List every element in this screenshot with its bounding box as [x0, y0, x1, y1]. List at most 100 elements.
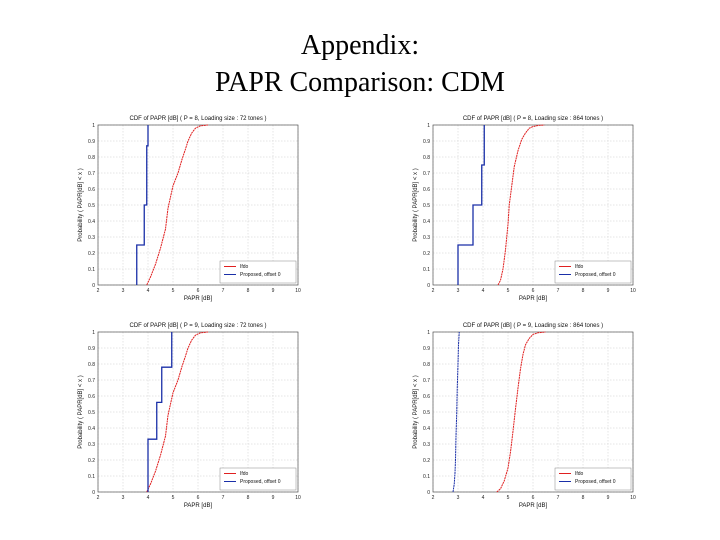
x-tick-label: 3 [122, 288, 125, 294]
x-tick-label: 5 [172, 288, 175, 294]
y-tick-label: 0.5 [423, 203, 430, 209]
y-tick-label: 0.8 [88, 155, 95, 161]
y-tick-label: 0.7 [88, 378, 95, 384]
y-tick-label: 0.3 [88, 442, 95, 448]
y-tick-label: 0 [92, 490, 95, 496]
chart-p8-72-tones: CDF of PAPR [dB] ( P = 8, Loading size :… [78, 116, 301, 302]
chart-title: CDF of PAPR [dB] ( P = 9, Loading size :… [463, 323, 603, 329]
y-axis-label: Probability ( PAPR[dB] < x ) [413, 168, 419, 241]
x-tick-label: 10 [630, 495, 636, 501]
x-axis-label: PAPR [dB] [184, 503, 213, 509]
x-tick-label: 2 [432, 495, 435, 501]
chart-panel-p8-72: CDF of PAPR [dB] ( P = 8, Loading size :… [70, 105, 330, 315]
slide-title-line-1: Appendix: [300, 30, 420, 61]
y-tick-label: 0.9 [88, 139, 95, 145]
x-tick-label: 9 [607, 288, 610, 294]
y-tick-label: 1 [427, 330, 430, 336]
y-axis-label: Probability ( PAPR[dB] < x ) [78, 168, 84, 241]
x-tick-label: 7 [557, 288, 560, 294]
x-tick-label: 8 [247, 288, 250, 294]
x-tick-label: 10 [630, 288, 636, 294]
y-tick-label: 0.3 [88, 235, 95, 241]
x-tick-label: 6 [532, 288, 535, 294]
y-tick-label: 0.2 [88, 251, 95, 257]
y-tick-label: 0.6 [88, 394, 95, 400]
y-tick-label: 0.2 [423, 251, 430, 257]
x-tick-label: 3 [122, 495, 125, 501]
x-tick-label: 4 [482, 288, 485, 294]
chart-title: CDF of PAPR [dB] ( P = 9, Loading size :… [129, 323, 266, 329]
legend: Ifdo Proposed, offset 0 [554, 467, 632, 491]
legend: Ifdo Proposed, offset 0 [219, 467, 297, 491]
x-tick-label: 9 [272, 288, 275, 294]
axes-frame [432, 331, 634, 493]
y-tick-label: 0.5 [88, 203, 95, 209]
y-axis-label: Probability ( PAPR[dB] < x ) [413, 375, 419, 448]
x-tick-label: 7 [222, 288, 225, 294]
legend: Ifdo Proposed, offset 0 [554, 260, 632, 284]
y-tick-label: 0.6 [423, 394, 430, 400]
chart-panel-p8-864: CDF of PAPR [dB] ( P = 8, Loading size :… [405, 105, 665, 315]
series-line-proposed [457, 125, 485, 285]
series-line-proposed [452, 331, 460, 493]
x-tick-label: 2 [97, 288, 100, 294]
x-tick-label: 9 [272, 495, 275, 501]
axes-frame [97, 124, 299, 286]
x-tick-label: 5 [507, 495, 510, 501]
y-tick-label: 0.1 [423, 474, 430, 480]
x-tick-label: 6 [197, 495, 200, 501]
axes-frame [432, 124, 634, 286]
y-tick-label: 0.9 [423, 346, 430, 352]
series-line-proposed [136, 125, 149, 285]
legend-entry: Ifdo [575, 471, 584, 477]
chart-panel-p9-72: CDF of PAPR [dB] ( P = 9, Loading size :… [70, 312, 330, 522]
y-tick-label: 0.7 [88, 171, 95, 177]
y-tick-label: 0.3 [423, 235, 430, 241]
x-tick-label: 5 [172, 495, 175, 501]
series-line-proposed [147, 332, 173, 492]
y-tick-label: 0.1 [88, 267, 95, 273]
y-tick-label: 0 [427, 283, 430, 289]
x-axis-label: PAPR [dB] [519, 503, 548, 509]
legend-entry: Proposed, offset 0 [240, 272, 281, 278]
legend-box [554, 467, 632, 491]
y-tick-label: 0.8 [423, 155, 430, 161]
x-tick-label: 3 [457, 495, 460, 501]
y-tick-label: 0.4 [88, 426, 95, 432]
y-tick-label: 0.6 [88, 187, 95, 193]
y-tick-label: 0.9 [423, 139, 430, 145]
y-tick-label: 0.7 [423, 171, 430, 177]
y-tick-label: 1 [427, 123, 430, 129]
y-tick-label: 1 [92, 123, 95, 129]
y-tick-label: 0.7 [423, 378, 430, 384]
y-tick-label: 0.4 [423, 426, 430, 432]
legend-entry: Ifdo [575, 264, 584, 270]
chart-p9-72-tones: CDF of PAPR [dB] ( P = 9, Loading size :… [78, 323, 301, 509]
y-tick-label: 0.5 [423, 410, 430, 416]
axes-frame [97, 331, 299, 493]
x-tick-label: 2 [97, 495, 100, 501]
legend-box [554, 260, 632, 284]
legend-entry: Ifdo [240, 471, 249, 477]
x-tick-label: 6 [197, 288, 200, 294]
chart-title: CDF of PAPR [dB] ( P = 8, Loading size :… [129, 116, 266, 122]
chart-p9-864-tones: CDF of PAPR [dB] ( P = 9, Loading size :… [413, 323, 636, 509]
y-tick-label: 0.2 [88, 458, 95, 464]
x-tick-label: 8 [582, 288, 585, 294]
x-tick-label: 5 [507, 288, 510, 294]
slide-title-line-2: PAPR Comparison: CDM [215, 67, 505, 98]
series-line-ifdo [497, 124, 545, 286]
y-axis-label: Probability ( PAPR[dB] < x ) [78, 375, 84, 448]
x-tick-label: 4 [147, 288, 150, 294]
x-tick-label: 6 [532, 495, 535, 501]
y-tick-label: 0.4 [88, 219, 95, 225]
chart-panel-p9-864: CDF of PAPR [dB] ( P = 9, Loading size :… [405, 312, 665, 522]
series-line-ifdo [496, 331, 546, 493]
x-tick-label: 10 [295, 495, 301, 501]
y-tick-label: 0 [427, 490, 430, 496]
y-tick-label: 0.3 [423, 442, 430, 448]
chart-p8-864-tones: CDF of PAPR [dB] ( P = 8, Loading size :… [413, 116, 636, 302]
chart-title: CDF of PAPR [dB] ( P = 8, Loading size :… [463, 116, 603, 122]
y-tick-label: 0.8 [423, 362, 430, 368]
y-tick-label: 0.1 [423, 267, 430, 273]
